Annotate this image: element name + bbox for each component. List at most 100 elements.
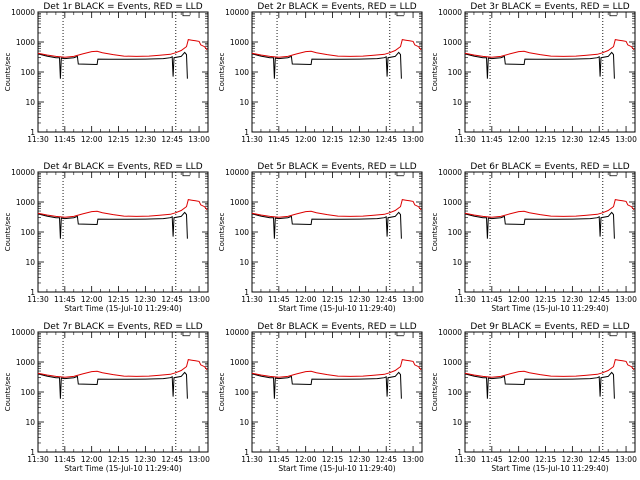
panel-2-x-tick-label: 13:00 [402,135,424,144]
panel-1-y-tick-label: 10 [25,98,35,107]
panel-4-x-tick-label: 12:15 [108,295,130,304]
panel-3-y-tick-label: 10 [452,98,462,107]
panel-9-events-series-line [464,371,615,399]
panel-2-x-tick-label: 11:45 [268,135,290,144]
panel-7-x-tick-label: 12:45 [161,455,183,464]
panel-9-y-tick-label: 10000 [438,328,462,337]
panel-4-interval-marker [182,172,191,177]
panel-1-x-tick-label: 11:30 [27,135,49,144]
panel-9-x-tick-label: 13:00 [615,455,637,464]
panel-1-events-series-line [37,51,188,79]
panel-9-y-tick-label: 1 [457,448,462,457]
panel-6-x-tick-label: 12:30 [562,295,584,304]
panel-4-lld-series-line [37,199,208,218]
panel-5-title: Det 5r BLACK = Events, RED = LLD [257,162,416,172]
panel-5-y-tick-label: 100 [235,228,250,237]
panel-9-x-tick-label: 12:45 [588,455,610,464]
panel-7-y-axis-label: Counts/sec [4,373,12,412]
panel-7-x-tick-label: 12:15 [108,455,130,464]
panel-3-x-tick-label: 13:00 [615,135,637,144]
panel-7-y-tick-label: 1 [30,448,35,457]
panel-8-y-tick-label: 1000 [230,358,249,367]
panel-6-x-axis-label: Start Time (15-Jul-10 11:29:40) [491,304,608,313]
panel-9-x-tick-label: 12:30 [562,455,584,464]
panel-6-x-tick-label: 12:00 [508,295,530,304]
panel-1-x-tick-label: 12:15 [108,135,130,144]
panel-9-y-tick-label: 1000 [443,358,462,367]
panel-2-x-tick-label: 12:15 [322,135,344,144]
panel-9-x-axis-label: Start Time (15-Jul-10 11:29:40) [491,464,608,473]
panel-2-y-tick-label: 1 [244,128,249,137]
panel-4-y-axis-label: Counts/sec [4,213,12,252]
panel-6-y-tick-label: 100 [448,228,463,237]
panel-3-x-tick-label: 11:45 [481,135,503,144]
panel-9-x-tick-label: 12:15 [535,455,557,464]
panel-2-y-tick-label: 100 [235,68,250,77]
panel-7-y-tick-label: 1000 [16,358,35,367]
panel-8-x-tick-label: 11:30 [241,455,263,464]
panel-4-y-tick-label: 100 [21,228,36,237]
panel-3-events-series-line [464,51,615,79]
panel-3-x-tick-label: 12:30 [562,135,584,144]
panel-8-x-tick-label: 13:00 [402,455,424,464]
panel-7-x-tick-label: 11:30 [27,455,49,464]
panel-9-x-tick-label: 11:30 [454,455,476,464]
panel-2-y-tick-label: 10 [239,98,249,107]
panel-3-y-axis-label: Counts/sec [431,53,439,92]
panel-2-x-tick-label: 11:30 [241,135,263,144]
panel-6-y-tick-label: 1 [457,288,462,297]
panel-8-x-tick-label: 12:30 [349,455,371,464]
panel-1-x-tick-label: 12:00 [81,135,103,144]
panel-8-x-axis-label: Start Time (15-Jul-10 11:29:40) [278,464,395,473]
panel-3-y-tick-label: 10000 [438,8,462,17]
panel-8-y-tick-label: 1 [244,448,249,457]
panel-6-interval-marker [609,172,618,177]
panel-4-y-tick-label: 10 [25,258,35,267]
panel-3-y-tick-label: 100 [448,68,463,77]
panel-2-x-tick-label: 12:30 [349,135,371,144]
panel-7-x-tick-label: 13:00 [188,455,210,464]
panel-6-y-tick-label: 10000 [438,168,462,177]
panel-4-y-tick-label: 1 [30,288,35,297]
panel-5-y-tick-label: 10 [239,258,249,267]
panel-5-x-tick-label: 11:45 [268,295,290,304]
panel-8-x-tick-label: 12:00 [295,455,317,464]
panel-3-x-tick-label: 11:30 [454,135,476,144]
panel-7-x-tick-label: 12:30 [135,455,157,464]
panel-7-y-tick-label: 10 [25,418,35,427]
panel-4-title: Det 4r BLACK = Events, RED = LLD [43,162,202,172]
panel-5-x-tick-label: 11:30 [241,295,263,304]
panel-8-title: Det 8r BLACK = Events, RED = LLD [257,322,416,332]
panel-9-y-tick-label: 100 [448,388,463,397]
panel-1-interval-marker [182,12,191,17]
panel-2-x-tick-label: 12:45 [375,135,397,144]
panel-5-x-axis-label: Start Time (15-Jul-10 11:29:40) [278,304,395,313]
panel-5-x-tick-label: 13:00 [402,295,424,304]
panel-2-lld-series-line [251,39,422,58]
panel-4-x-tick-label: 11:45 [54,295,76,304]
panel-1-x-tick-label: 11:45 [54,135,76,144]
panel-3-lld-series-line [464,39,635,58]
panel-1-y-tick-label: 100 [21,68,36,77]
panel-7-events-series-line [37,371,188,399]
panel-6-title: Det 6r BLACK = Events, RED = LLD [470,162,629,172]
panel-3-y-tick-label: 1 [457,128,462,137]
panel-7-x-axis-label: Start Time (15-Jul-10 11:29:40) [64,464,181,473]
panel-1-x-tick-label: 12:45 [161,135,183,144]
panel-6-x-tick-label: 12:45 [588,295,610,304]
panel-4-x-tick-label: 12:30 [135,295,157,304]
panel-7-y-tick-label: 100 [21,388,36,397]
panel-7-y-tick-label: 10000 [11,328,35,337]
panel-6-lld-series-line [464,199,635,218]
panel-7-interval-marker [182,332,191,337]
panel-2-y-tick-label: 1000 [230,38,249,47]
panel-1-y-tick-label: 1 [30,128,35,137]
panel-7-title: Det 7r BLACK = Events, RED = LLD [43,322,202,332]
panel-7-x-tick-label: 11:45 [54,455,76,464]
panel-9-interval-marker [609,332,618,337]
panel-6-events-series-line [464,211,615,239]
panel-1-y-tick-label: 10000 [11,8,35,17]
panel-5-x-tick-label: 12:30 [349,295,371,304]
panel-5-interval-marker [396,172,405,177]
panel-5-y-axis-label: Counts/sec [218,213,226,252]
